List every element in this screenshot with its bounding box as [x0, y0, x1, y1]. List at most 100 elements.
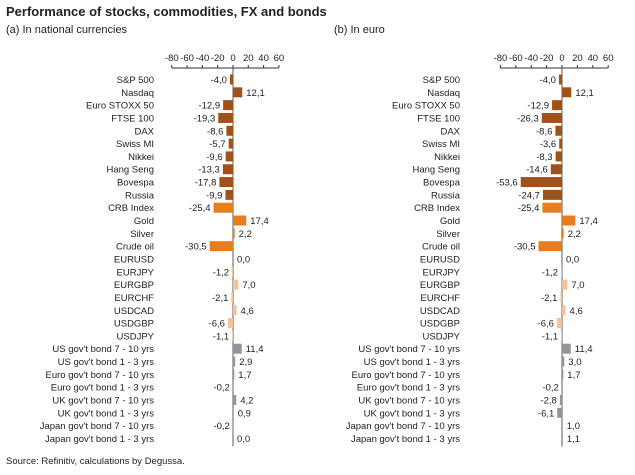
chart-a-category-label: UK gov't bond 1 - 3 yrs: [58, 408, 155, 419]
chart-b-category-label: S&P 500: [423, 75, 460, 86]
chart-b-category-label: EURGBP: [420, 280, 460, 291]
chart-b-value-label: -4,0: [540, 75, 556, 86]
chart-b-value-label: -53,6: [496, 178, 518, 189]
chart-a-value-label: 0,0: [237, 434, 250, 445]
chart-b-bar: [556, 318, 562, 329]
chart-a-bar: [223, 100, 233, 111]
chart-b-category-label: CRB Index: [414, 203, 460, 214]
chart-a-bar: [228, 138, 233, 149]
chart-a-value-label: 17,4: [250, 216, 269, 227]
chart-b-category-label: Silver: [436, 229, 460, 240]
chart-a-category-label: Russia: [125, 190, 155, 201]
chart-a-category-label: CRB Index: [108, 203, 154, 214]
chart-a-bar: [233, 87, 243, 98]
chart-a-category-label: US gov't bond 7 - 10 yrs: [52, 344, 154, 355]
chart-b-category-label: Crude oil: [422, 242, 460, 253]
chart-b-category-label: Bovespa: [423, 178, 461, 189]
chart-a-category-label: EURCHF: [114, 293, 154, 304]
chart-a-value-label: 7,0: [242, 280, 255, 291]
chart-a-category-label: Euro STOXX 50: [86, 101, 154, 112]
chart-b-category-label: Euro STOXX 50: [392, 101, 460, 112]
chart-a-bar: [219, 177, 233, 188]
chart-a-value-label: 0,9: [238, 408, 251, 419]
chart-b-category-label: Swiss MI: [422, 139, 460, 150]
chart-b-category-label: Japan gov't bond 7 - 10 yrs: [346, 421, 461, 432]
chart-b-tick-label: -40: [524, 53, 538, 64]
chart-a-tick-label: -60: [180, 53, 194, 64]
chart-b-category-label: EURJPY: [423, 267, 461, 278]
chart-a-bar: [233, 356, 236, 367]
chart-b-value-label: 4,6: [570, 306, 583, 317]
chart-a-category-label: Hang Seng: [106, 165, 154, 176]
chart-b-bar: [559, 395, 562, 405]
chart-b-tick-label: 60: [603, 53, 614, 64]
chart-b-value-label: -8,3: [536, 152, 552, 163]
chart-a-category-label: Euro gov't bond 1 - 3 yrs: [51, 383, 154, 394]
chart-a-category-label: Nikkei: [128, 152, 154, 163]
chart-a-value-label: -2,1: [212, 293, 228, 304]
chart-b-category-label: Nasdaq: [427, 88, 460, 99]
chart-a-category-label: Euro gov't bond 7 - 10 yrs: [46, 370, 155, 381]
chart-a-value-label: -1,1: [213, 331, 229, 342]
chart-b-value-label: -0,2: [542, 383, 558, 394]
chart-a-category-label: EURJPY: [117, 267, 155, 278]
chart-a-category-label: Japan gov't bond 1 - 3 yrs: [45, 434, 154, 445]
chart-a-value-label: -30,5: [185, 242, 207, 253]
chart-a-category-label: USDCAD: [114, 306, 154, 317]
chart-a-value-label: -8,6: [207, 126, 223, 137]
chart-b-bar: [558, 74, 562, 85]
chart-b-bar: [562, 420, 563, 431]
chart-a-bar: [233, 215, 247, 226]
chart-a-bar: [225, 151, 233, 162]
chart-a-category-label: USDGBP: [114, 319, 154, 330]
chart-b-value-label: 1,1: [567, 434, 580, 445]
chart-b-category-label: DAX: [440, 126, 460, 137]
chart-b-bar: [562, 433, 563, 444]
chart-a-tick-label: -80: [165, 53, 179, 64]
chart-a-bar: [218, 112, 233, 123]
chart-b-bar: [555, 151, 562, 162]
chart-b-bar: [562, 87, 572, 98]
chart-b-bar: [562, 215, 576, 226]
chart-a-bar: [232, 266, 233, 277]
chart-a-category-label: USDJPY: [117, 331, 155, 342]
chart-b-bar: [562, 228, 564, 239]
chart-a-value-label: 2,2: [239, 229, 252, 240]
chart-a-value-label: -6,6: [209, 319, 225, 330]
chart-b-category-label: EURCHF: [420, 293, 460, 304]
chart-b-tick-label: 20: [572, 53, 583, 64]
chart-a-category-label: US gov't bond 1 - 3 yrs: [58, 357, 155, 368]
chart-b-category-label: Euro gov't bond 7 - 10 yrs: [352, 370, 461, 381]
chart-b-value-label: -25,4: [518, 203, 540, 214]
page-title: Performance of stocks, commodities, FX a…: [6, 4, 327, 19]
chart-b-bar: [562, 279, 568, 290]
chart-a-category-label: EURGBP: [114, 280, 154, 291]
chart-b-bar: [561, 330, 562, 341]
chart-b-bar: [559, 138, 562, 149]
chart-a-value-label: -13,3: [198, 165, 220, 176]
chart-a-value-label: 11,4: [246, 344, 264, 355]
chart-a-category-label: S&P 500: [117, 75, 154, 86]
chart-a-category-label: Silver: [130, 229, 154, 240]
chart-a-value-label: 4,2: [240, 396, 253, 407]
chart-b-bar: [542, 202, 562, 213]
chart-a-value-label: -17,8: [195, 178, 217, 189]
chart-a-category-label: Gold: [134, 216, 154, 227]
chart-a-category-label: DAX: [134, 126, 154, 137]
chart-a-category-label: Crude oil: [116, 242, 154, 253]
chart-b-value-label: -2,1: [541, 293, 557, 304]
chart-b-value-label: -24,7: [518, 190, 540, 201]
chart-b-category-label: USDJPY: [423, 331, 461, 342]
source-note: Source: Refinitiv, calculations by Degus…: [6, 456, 185, 467]
chart-a-tick-label: 20: [243, 53, 254, 64]
chart-b-value-label: 0,0: [566, 254, 579, 265]
chart-b-bar: [562, 343, 571, 354]
chart-b-value-label: 2,2: [568, 229, 581, 240]
chart-b-value-label: -2,8: [540, 396, 556, 407]
chart-a-bar: [233, 228, 235, 239]
chart-b-bar: [541, 112, 562, 123]
chart-b-tick-label: -60: [509, 53, 523, 64]
chart-a-value-label: -1,2: [213, 267, 229, 278]
chart-b-value-label: -30,5: [514, 242, 536, 253]
